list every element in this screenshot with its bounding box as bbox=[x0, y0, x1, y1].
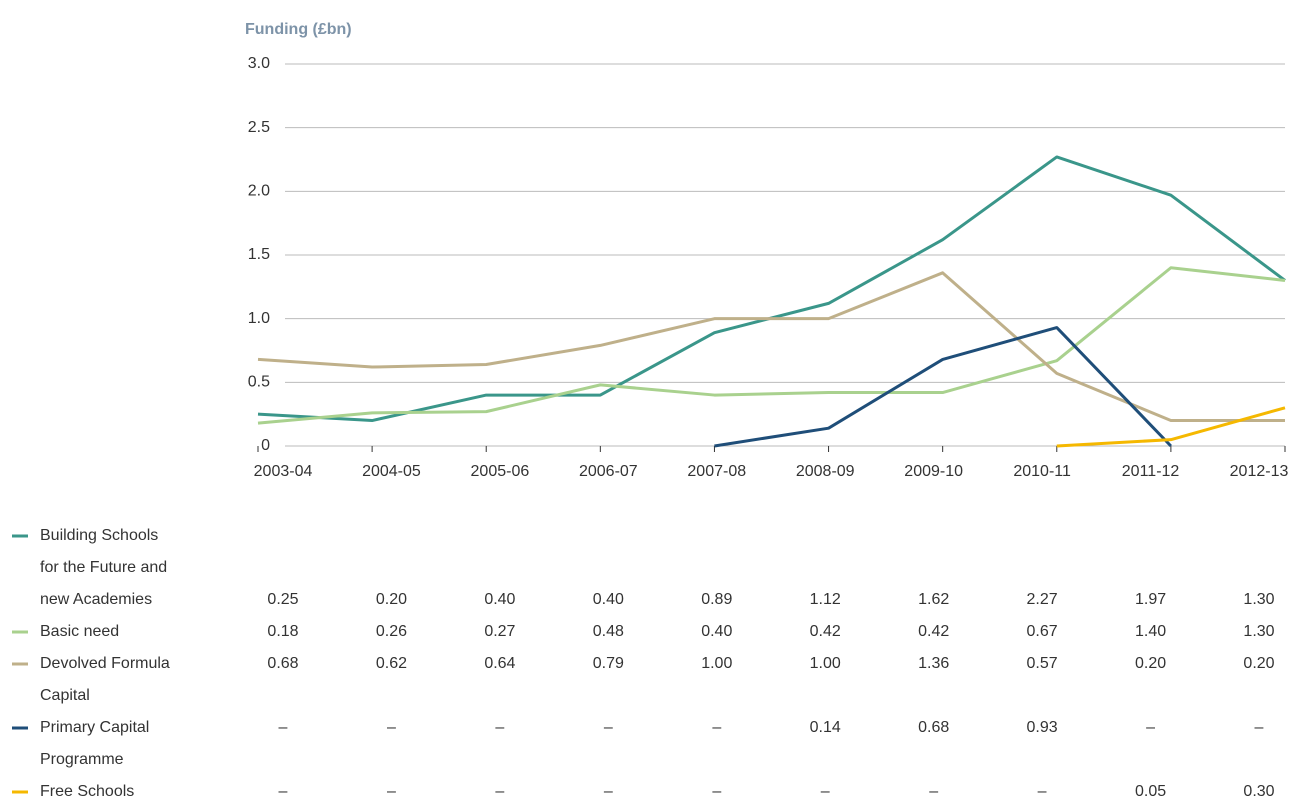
table-value: – bbox=[1255, 719, 1264, 736]
series-line bbox=[1056, 406, 1286, 448]
legend-label: Free Schools bbox=[40, 783, 134, 800]
table-value: – bbox=[1146, 719, 1155, 736]
table-value: 1.30 bbox=[1243, 591, 1274, 608]
table-value: 0.68 bbox=[918, 719, 949, 736]
table-value: – bbox=[712, 719, 721, 736]
table-value: 0.40 bbox=[593, 591, 624, 608]
table-value: 1.00 bbox=[701, 655, 732, 672]
table-value: 2.27 bbox=[1027, 591, 1058, 608]
table-value: 0.18 bbox=[267, 623, 298, 640]
table-value: – bbox=[495, 783, 504, 800]
y-axis-label: Funding (£bn) bbox=[245, 21, 352, 38]
table-value: 0.30 bbox=[1243, 783, 1274, 800]
y-tick-label: 1.0 bbox=[248, 310, 270, 327]
table-value: 0.05 bbox=[1135, 783, 1166, 800]
table-value: 1.62 bbox=[918, 591, 949, 608]
table-value: 0.79 bbox=[593, 655, 624, 672]
table-value: 0.67 bbox=[1027, 623, 1058, 640]
table-value: 1.36 bbox=[918, 655, 949, 672]
table-value: – bbox=[1038, 783, 1047, 800]
table-value: 0.64 bbox=[484, 655, 515, 672]
x-tick-label: 2007-08 bbox=[687, 463, 746, 480]
table-value: 0.27 bbox=[484, 623, 515, 640]
x-tick-label: 2010-11 bbox=[1013, 463, 1071, 480]
table-value: 0.40 bbox=[484, 591, 515, 608]
table-value: 0.93 bbox=[1027, 719, 1058, 736]
y-tick-label: 1.5 bbox=[248, 246, 270, 263]
x-tick-label: 2005-06 bbox=[471, 463, 530, 480]
series-line bbox=[714, 326, 1172, 448]
y-tick-label: 3.0 bbox=[248, 55, 270, 72]
y-tick-label: 2.5 bbox=[248, 119, 270, 136]
table-value: 0.48 bbox=[593, 623, 624, 640]
table-value: 1.40 bbox=[1135, 623, 1166, 640]
series-line bbox=[257, 155, 1286, 423]
x-tick-label: 2009-10 bbox=[904, 463, 963, 480]
table-value: 0.14 bbox=[810, 719, 841, 736]
table-value: 0.20 bbox=[376, 591, 407, 608]
series-line bbox=[257, 266, 1286, 425]
legend-label: Building Schools for the Future and new … bbox=[40, 527, 172, 608]
x-tick-label: 2003-04 bbox=[254, 463, 313, 480]
table-value: 0.42 bbox=[810, 623, 841, 640]
table-value: 0.68 bbox=[267, 655, 298, 672]
y-tick-label: 2.0 bbox=[248, 183, 270, 200]
table-value: 1.00 bbox=[810, 655, 841, 672]
table-value: – bbox=[387, 783, 396, 800]
table-value: – bbox=[821, 783, 830, 800]
legend-label: Basic need bbox=[40, 623, 119, 640]
table-value: 1.97 bbox=[1135, 591, 1166, 608]
table-value: – bbox=[495, 719, 504, 736]
table-value: – bbox=[712, 783, 721, 800]
table-value: 0.26 bbox=[376, 623, 407, 640]
x-tick-label: 2006-07 bbox=[579, 463, 638, 480]
table-value: 0.20 bbox=[1243, 655, 1274, 672]
table-value: – bbox=[604, 783, 613, 800]
table-value: – bbox=[929, 783, 938, 800]
x-tick-label: 2008-09 bbox=[796, 463, 855, 480]
table-value: – bbox=[279, 719, 288, 736]
y-tick-label: 0.5 bbox=[248, 374, 270, 391]
table-value: 0.62 bbox=[376, 655, 407, 672]
table-value: 0.20 bbox=[1135, 655, 1166, 672]
x-tick-label: 2004-05 bbox=[362, 463, 421, 480]
x-tick-label: 2011-12 bbox=[1122, 463, 1180, 480]
table-value: 0.25 bbox=[267, 591, 298, 608]
table-value: 1.30 bbox=[1243, 623, 1274, 640]
table-value: – bbox=[387, 719, 396, 736]
legend-label: Primary Capital Programme bbox=[40, 719, 154, 768]
y-tick-label: 0 bbox=[261, 437, 270, 454]
series-line bbox=[257, 271, 1285, 423]
table-value: 0.42 bbox=[918, 623, 949, 640]
table-value: 1.12 bbox=[810, 591, 841, 608]
table-value: – bbox=[604, 719, 613, 736]
table-value: 0.57 bbox=[1027, 655, 1058, 672]
table-value: 0.89 bbox=[701, 591, 732, 608]
legend-label: Devolved Formula Capital bbox=[40, 655, 174, 704]
table-value: – bbox=[279, 783, 288, 800]
table-value: 0.40 bbox=[701, 623, 732, 640]
x-tick-label: 2012-13 bbox=[1230, 463, 1289, 480]
